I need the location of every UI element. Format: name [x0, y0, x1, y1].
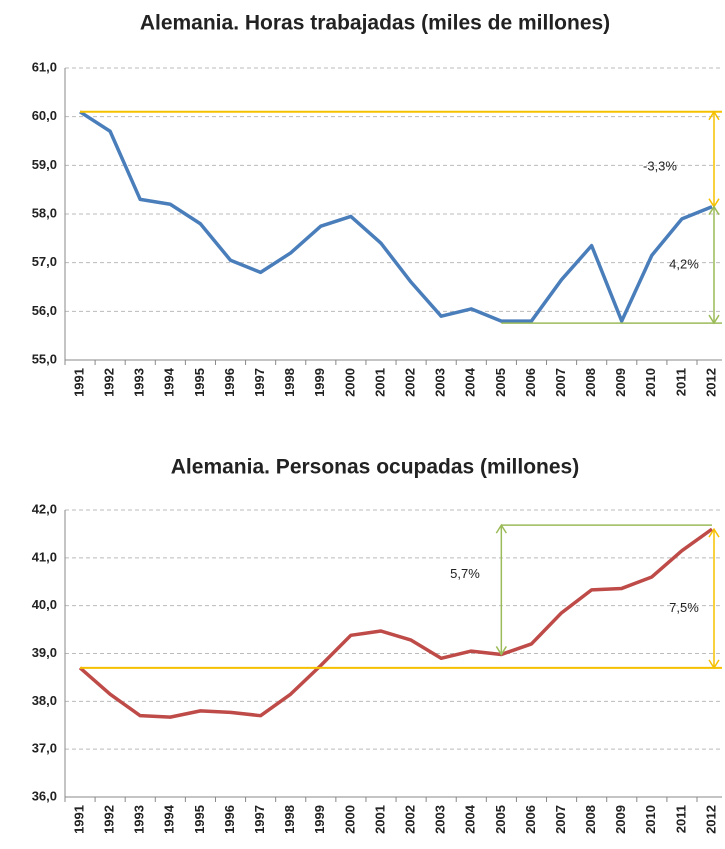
x-tick-label: 1998 — [282, 805, 297, 834]
annotation: 7,5% — [669, 600, 699, 615]
x-tick-label: 1998 — [282, 368, 297, 397]
x-tick-label: 2009 — [613, 368, 628, 397]
arrow-head — [495, 646, 507, 656]
x-tick-label: 2004 — [463, 804, 478, 834]
y-tick-label: 61,0 — [32, 59, 57, 74]
chart-title: Alemania. Horas trabajadas (miles de mil… — [140, 12, 610, 35]
y-tick-label: 37,0 — [32, 741, 57, 756]
x-tick-label: 2003 — [433, 368, 448, 397]
x-tick-label: 2006 — [523, 368, 538, 397]
x-tick-label: 1993 — [132, 368, 147, 397]
x-tick-label: 2009 — [613, 805, 628, 834]
x-tick-label: 2003 — [433, 805, 448, 834]
x-tick-label: 2004 — [463, 367, 478, 397]
x-tick-label: 2011 — [673, 368, 688, 396]
x-tick-label: 1991 — [71, 368, 86, 397]
x-tick-label: 1996 — [222, 805, 237, 834]
x-tick-label: 2005 — [493, 805, 508, 834]
x-tick-label: 2000 — [342, 805, 357, 834]
x-tick-label: 1995 — [192, 805, 207, 834]
arrow-head — [708, 314, 720, 325]
x-tick-label: 1999 — [312, 368, 327, 397]
x-tick-label: 2002 — [402, 805, 417, 834]
x-tick-label: 2008 — [583, 805, 598, 834]
y-tick-label: 36,0 — [32, 788, 57, 803]
y-tick-label: 42,0 — [32, 501, 57, 516]
y-tick-label: 40,0 — [32, 597, 57, 612]
y-tick-label: 57,0 — [32, 254, 57, 269]
x-tick-label: 1993 — [132, 805, 147, 834]
x-tick-label: 1997 — [252, 368, 267, 397]
x-tick-label: 1991 — [71, 805, 86, 834]
y-tick-label: 39,0 — [32, 645, 57, 660]
x-tick-label: 2002 — [402, 368, 417, 397]
x-tick-label: 2001 — [372, 368, 387, 397]
data-line — [79, 110, 713, 323]
x-tick-label: 2011 — [673, 805, 688, 833]
annotation: 4,2% — [669, 256, 699, 271]
annotation: -3,3% — [643, 159, 677, 174]
x-tick-label: 1996 — [222, 368, 237, 397]
x-tick-label: 1994 — [162, 367, 177, 397]
x-tick-label: 2001 — [372, 805, 387, 834]
x-tick-label: 2010 — [643, 368, 658, 397]
y-tick-label: 41,0 — [32, 549, 57, 564]
x-tick-label: 2006 — [523, 805, 538, 834]
arrow-head — [495, 523, 507, 534]
x-tick-label: 2010 — [643, 805, 658, 834]
x-tick-label: 2000 — [342, 368, 357, 397]
y-tick-label: 60,0 — [32, 108, 57, 123]
x-tick-label: 2008 — [583, 368, 598, 397]
x-tick-label: 2012 — [703, 368, 718, 397]
annotation: 5,7% — [450, 566, 480, 581]
x-tick-label: 1999 — [312, 805, 327, 834]
x-tick-label: 2005 — [493, 368, 508, 397]
y-tick-label: 55,0 — [32, 351, 57, 366]
y-tick-label: 38,0 — [32, 693, 57, 708]
x-tick-label: 1992 — [102, 368, 117, 397]
arrow-head — [708, 110, 720, 121]
x-tick-label: 1995 — [192, 368, 207, 397]
x-tick-label: 1997 — [252, 805, 267, 834]
x-tick-label: 2012 — [703, 805, 718, 834]
x-tick-label: 1994 — [162, 804, 177, 834]
x-tick-label: 1992 — [102, 805, 117, 834]
arrow-head — [708, 527, 720, 538]
chart-title: Alemania. Personas ocupadas (millones) — [171, 456, 579, 479]
x-tick-label: 2007 — [553, 805, 568, 834]
y-tick-label: 58,0 — [32, 205, 57, 220]
arrow-head — [708, 659, 720, 670]
arrow-head — [708, 205, 720, 216]
data-line — [78, 527, 714, 719]
y-tick-label: 59,0 — [32, 157, 57, 172]
y-tick-label: 56,0 — [32, 303, 57, 318]
x-tick-label: 2007 — [553, 368, 568, 397]
